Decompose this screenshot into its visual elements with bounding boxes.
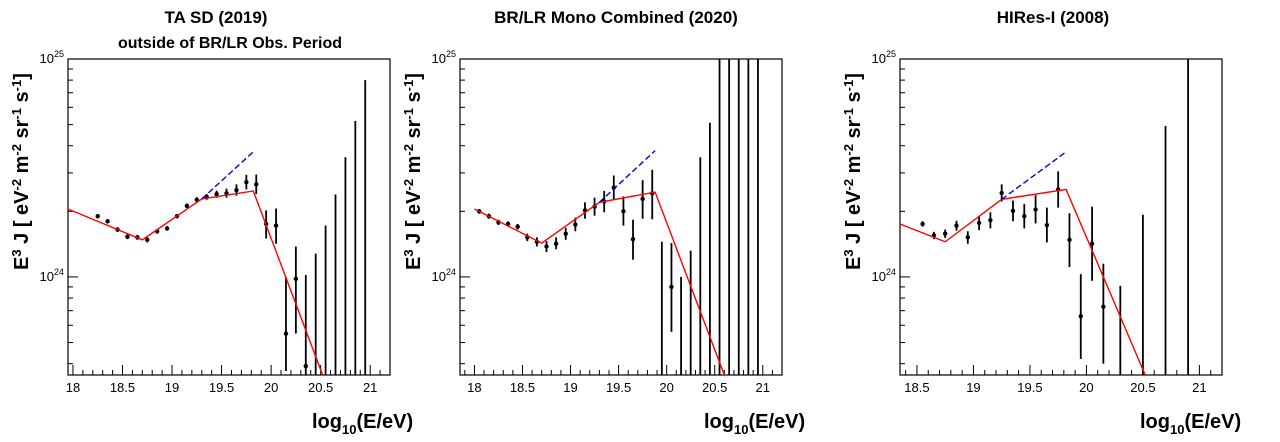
data-point	[553, 241, 559, 246]
data-point	[965, 235, 970, 240]
x-tick-label: 18	[467, 380, 481, 395]
x-tick-label: 19.5	[209, 380, 234, 395]
data-point	[515, 224, 520, 229]
data-point	[273, 223, 279, 228]
x-tick-label: 20.5	[308, 380, 333, 395]
data-point	[125, 234, 130, 239]
panel-title: BR/LR Mono Combined (2020)	[494, 8, 738, 27]
plot-frame	[67, 58, 391, 376]
x-tick-label: 18.5	[510, 380, 535, 395]
x-axis-label: log10(E/eV)	[704, 411, 805, 437]
data-point	[303, 363, 308, 369]
data-point	[234, 188, 239, 193]
x-tick-label: 20	[264, 380, 278, 395]
y-tick-label: 1025	[432, 49, 456, 66]
y-tick-label: 1024	[872, 267, 896, 284]
data-point	[105, 219, 110, 224]
data-point	[1078, 314, 1083, 319]
plot-frame	[459, 58, 783, 376]
data-point	[1067, 237, 1072, 243]
data-point	[283, 331, 289, 336]
y-tick-label: 1025	[40, 49, 64, 66]
y-tick-label: 1024	[432, 267, 456, 284]
x-tick-label: 19	[966, 380, 980, 395]
data-point	[1089, 241, 1095, 246]
data-point	[254, 182, 259, 187]
x-tick-label: 19	[563, 380, 577, 395]
data-point	[988, 218, 993, 223]
data-point	[1101, 304, 1106, 309]
x-tick-label: 20.5	[702, 380, 727, 395]
plot-area: 18.5 19 19.5 20 20.5 21 1025 1024 log10(E/eV) E3 …	[841, 49, 1241, 437]
extrapolation-line	[201, 151, 254, 200]
x-axis-label: log10(E/eV)	[1140, 411, 1241, 437]
plot-area: 18 18.5 19 19.5 20 20.5 21 1025 1024 log10(E/eV) E…	[9, 49, 413, 437]
plot-area: 18 18.5 19 19.5 20 20.5 21 1025 1024 log10(E/eV) E…	[401, 49, 805, 437]
x-tick-label: 20.5	[1130, 380, 1155, 395]
x-tick-label: 21	[756, 380, 770, 395]
data-point	[95, 213, 100, 219]
plot-frame	[899, 58, 1223, 376]
data-point	[1033, 207, 1038, 212]
data-point	[1022, 213, 1027, 219]
x-tick-label: 18.5	[110, 380, 135, 395]
data-point	[145, 237, 150, 243]
data-point	[669, 284, 674, 290]
data-point	[1010, 208, 1016, 214]
data-point	[184, 203, 190, 209]
fit-line	[67, 190, 324, 376]
data-point	[164, 226, 170, 231]
panel-subtitle: outside of BR/LR Obs. Period	[118, 35, 342, 52]
data-point	[621, 209, 626, 214]
y-tick-label: 1025	[872, 49, 896, 66]
x-tick-label: 19.5	[1017, 380, 1042, 395]
panel-hires: HIRes-I (2008) 18.5 19 19.5 20 20.5 21 1025 102…	[841, 8, 1241, 437]
x-tick-label: 18.5	[904, 380, 929, 395]
x-axis-label: log10(E/eV)	[312, 411, 413, 437]
data-point	[954, 223, 959, 228]
x-tick-label: 19.5	[606, 380, 631, 395]
data-point	[640, 196, 645, 202]
x-tick-label: 21	[1192, 380, 1206, 395]
panel-br-lr: BR/LR Mono Combined (2020) 18 18.5 19 19.5 2…	[401, 8, 805, 437]
extrapolation-line	[598, 150, 656, 203]
data-point	[630, 236, 636, 242]
data-point	[920, 221, 925, 227]
data-point	[942, 231, 948, 236]
data-point	[1044, 222, 1050, 228]
panel-title: TA SD (2019)	[165, 8, 268, 27]
data-point	[244, 180, 249, 185]
data-point	[563, 231, 568, 236]
x-tick-label: 19	[165, 380, 179, 395]
panel-ta-sd: TA SD (2019) outside of BR/LR Obs. Perio…	[9, 8, 413, 437]
extrapolation-line	[1001, 151, 1067, 200]
x-tick-label: 18	[66, 380, 80, 395]
x-tick-label: 20	[659, 380, 673, 395]
data-point	[999, 190, 1004, 196]
y-tick-label: 1024	[40, 267, 64, 284]
y-axis-label: E3 J [ eV-2 m-2 sr-1 s-1]	[9, 73, 33, 270]
data-point	[544, 244, 549, 249]
data-point	[573, 222, 578, 227]
panel-title: HIRes-I (2008)	[997, 8, 1109, 27]
x-tick-label: 21	[363, 380, 377, 395]
y-axis-label: E3 J [ eV-2 m-2 sr-1 s-1]	[401, 73, 425, 270]
data-point	[293, 276, 299, 282]
y-axis-label: E3 J [ eV-2 m-2 sr-1 s-1]	[841, 73, 865, 270]
data-point	[214, 191, 219, 197]
x-tick-label: 20	[1079, 380, 1093, 395]
fit-line	[474, 191, 725, 376]
data-point	[976, 220, 982, 226]
